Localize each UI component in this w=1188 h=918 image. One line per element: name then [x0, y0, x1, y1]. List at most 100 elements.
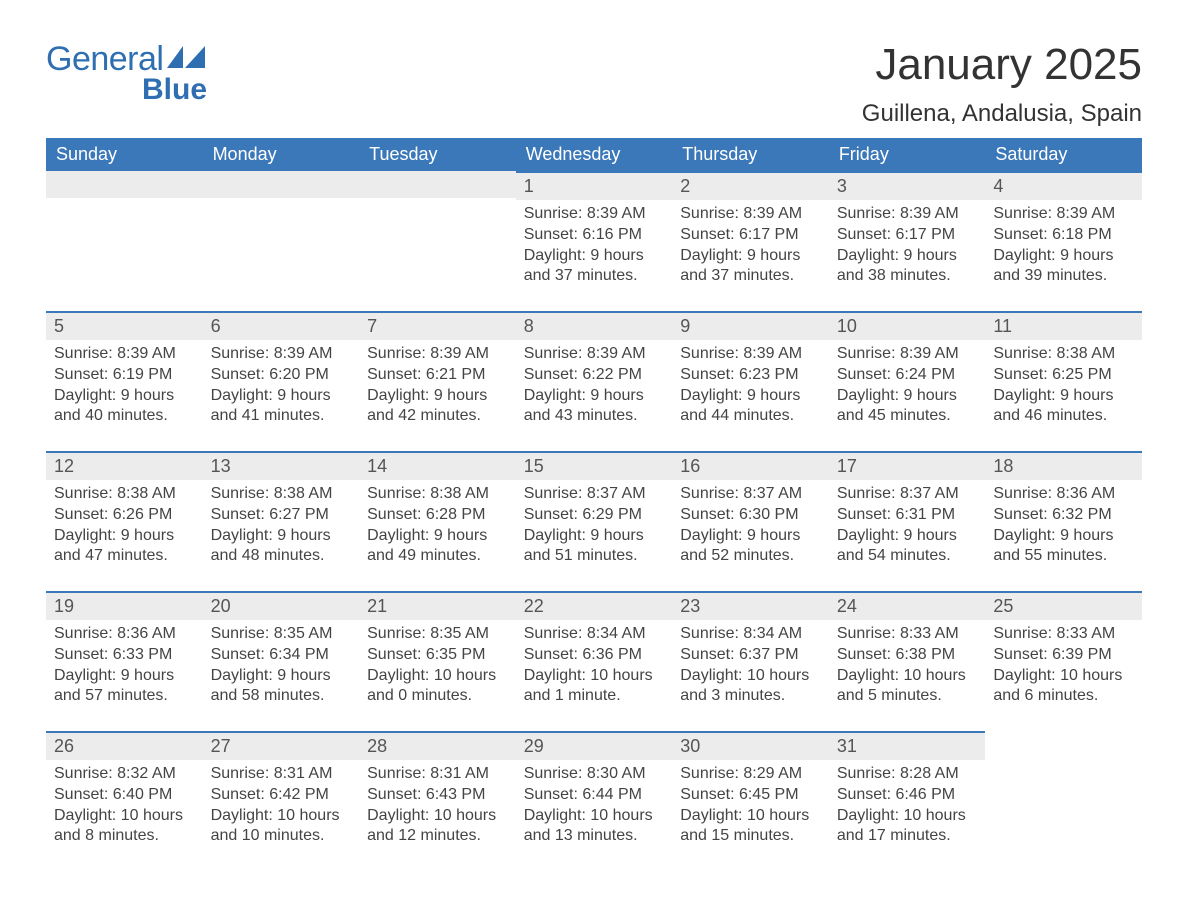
day-number: 29 — [516, 731, 673, 760]
day: 20Sunrise: 8:35 AMSunset: 6:34 PMDayligh… — [203, 591, 360, 731]
day-number: 3 — [829, 171, 986, 200]
daylight-line: Daylight: 9 hours and 44 minutes. — [680, 386, 821, 428]
calendar-cell: 11Sunrise: 8:38 AMSunset: 6:25 PMDayligh… — [985, 311, 1142, 451]
calendar-cell: 10Sunrise: 8:39 AMSunset: 6:24 PMDayligh… — [829, 311, 986, 451]
sunrise-line: Sunrise: 8:30 AM — [524, 764, 665, 785]
sunrise-line: Sunrise: 8:39 AM — [524, 344, 665, 365]
sunset-line: Sunset: 6:35 PM — [367, 645, 508, 666]
sunset-line: Sunset: 6:32 PM — [993, 505, 1134, 526]
calendar-table: SundayMondayTuesdayWednesdayThursdayFrid… — [46, 138, 1142, 871]
daylight-line: Daylight: 9 hours and 37 minutes. — [680, 246, 821, 288]
day-number: 22 — [516, 591, 673, 620]
calendar-cell: 8Sunrise: 8:39 AMSunset: 6:22 PMDaylight… — [516, 311, 673, 451]
daylight-line: Daylight: 10 hours and 1 minute. — [524, 666, 665, 708]
brand-word-2: Blue — [142, 73, 207, 107]
header: General Blue January 2025 Guillena, Anda… — [46, 40, 1142, 128]
day-number: 31 — [829, 731, 986, 760]
sunrise-line: Sunrise: 8:29 AM — [680, 764, 821, 785]
calendar-cell: 5Sunrise: 8:39 AMSunset: 6:19 PMDaylight… — [46, 311, 203, 451]
sunset-line: Sunset: 6:46 PM — [837, 785, 978, 806]
day-number: 9 — [672, 311, 829, 340]
sunrise-line: Sunrise: 8:37 AM — [837, 484, 978, 505]
day-details: Sunrise: 8:38 AMSunset: 6:26 PMDaylight:… — [46, 480, 203, 573]
day-details: Sunrise: 8:30 AMSunset: 6:44 PMDaylight:… — [516, 760, 673, 853]
weekday-header: Monday — [203, 138, 360, 171]
daylight-line: Daylight: 9 hours and 46 minutes. — [993, 386, 1134, 428]
daylight-line: Daylight: 9 hours and 52 minutes. — [680, 526, 821, 568]
day-details: Sunrise: 8:34 AMSunset: 6:36 PMDaylight:… — [516, 620, 673, 713]
daylight-line: Daylight: 9 hours and 57 minutes. — [54, 666, 195, 708]
sunset-line: Sunset: 6:43 PM — [367, 785, 508, 806]
sunset-line: Sunset: 6:26 PM — [54, 505, 195, 526]
calendar-row: 1Sunrise: 8:39 AMSunset: 6:16 PMDaylight… — [46, 171, 1142, 311]
sunrise-line: Sunrise: 8:38 AM — [367, 484, 508, 505]
calendar-cell — [46, 171, 203, 311]
calendar-cell: 17Sunrise: 8:37 AMSunset: 6:31 PMDayligh… — [829, 451, 986, 591]
day-number: 6 — [203, 311, 360, 340]
day: 2Sunrise: 8:39 AMSunset: 6:17 PMDaylight… — [672, 171, 829, 311]
daylight-line: Daylight: 10 hours and 10 minutes. — [211, 806, 352, 848]
sunset-line: Sunset: 6:44 PM — [524, 785, 665, 806]
daylight-line: Daylight: 10 hours and 3 minutes. — [680, 666, 821, 708]
sunrise-line: Sunrise: 8:31 AM — [211, 764, 352, 785]
calendar-cell: 21Sunrise: 8:35 AMSunset: 6:35 PMDayligh… — [359, 591, 516, 731]
calendar-cell: 22Sunrise: 8:34 AMSunset: 6:36 PMDayligh… — [516, 591, 673, 731]
sunrise-line: Sunrise: 8:38 AM — [993, 344, 1134, 365]
day: 23Sunrise: 8:34 AMSunset: 6:37 PMDayligh… — [672, 591, 829, 731]
day-number: 2 — [672, 171, 829, 200]
day-details: Sunrise: 8:39 AMSunset: 6:22 PMDaylight:… — [516, 340, 673, 433]
sunrise-line: Sunrise: 8:32 AM — [54, 764, 195, 785]
day-details: Sunrise: 8:38 AMSunset: 6:25 PMDaylight:… — [985, 340, 1142, 433]
sunset-line: Sunset: 6:17 PM — [680, 225, 821, 246]
daylight-line: Daylight: 10 hours and 13 minutes. — [524, 806, 665, 848]
day-details: Sunrise: 8:39 AMSunset: 6:23 PMDaylight:… — [672, 340, 829, 433]
day-number: 5 — [46, 311, 203, 340]
calendar-cell: 16Sunrise: 8:37 AMSunset: 6:30 PMDayligh… — [672, 451, 829, 591]
day: 8Sunrise: 8:39 AMSunset: 6:22 PMDaylight… — [516, 311, 673, 451]
weekday-header: Wednesday — [516, 138, 673, 171]
day: 25Sunrise: 8:33 AMSunset: 6:39 PMDayligh… — [985, 591, 1142, 731]
calendar-row: 19Sunrise: 8:36 AMSunset: 6:33 PMDayligh… — [46, 591, 1142, 731]
day: 12Sunrise: 8:38 AMSunset: 6:26 PMDayligh… — [46, 451, 203, 591]
day-details: Sunrise: 8:39 AMSunset: 6:16 PMDaylight:… — [516, 200, 673, 293]
daylight-line: Daylight: 10 hours and 17 minutes. — [837, 806, 978, 848]
month-year: January 2025 — [862, 40, 1142, 90]
day-details: Sunrise: 8:38 AMSunset: 6:28 PMDaylight:… — [359, 480, 516, 573]
calendar-cell: 20Sunrise: 8:35 AMSunset: 6:34 PMDayligh… — [203, 591, 360, 731]
day-number: 10 — [829, 311, 986, 340]
sunrise-line: Sunrise: 8:33 AM — [837, 624, 978, 645]
sunset-line: Sunset: 6:28 PM — [367, 505, 508, 526]
day-number: 14 — [359, 451, 516, 480]
calendar-cell: 3Sunrise: 8:39 AMSunset: 6:17 PMDaylight… — [829, 171, 986, 311]
calendar-row: 26Sunrise: 8:32 AMSunset: 6:40 PMDayligh… — [46, 731, 1142, 871]
calendar-cell: 12Sunrise: 8:38 AMSunset: 6:26 PMDayligh… — [46, 451, 203, 591]
sunset-line: Sunset: 6:21 PM — [367, 365, 508, 386]
day-details: Sunrise: 8:39 AMSunset: 6:19 PMDaylight:… — [46, 340, 203, 433]
day: 18Sunrise: 8:36 AMSunset: 6:32 PMDayligh… — [985, 451, 1142, 591]
daylight-line: Daylight: 10 hours and 15 minutes. — [680, 806, 821, 848]
sunrise-line: Sunrise: 8:39 AM — [524, 204, 665, 225]
sunset-line: Sunset: 6:30 PM — [680, 505, 821, 526]
sunrise-line: Sunrise: 8:37 AM — [524, 484, 665, 505]
day-number: 18 — [985, 451, 1142, 480]
sunrise-line: Sunrise: 8:37 AM — [680, 484, 821, 505]
empty-day-bar — [359, 171, 516, 198]
day-details: Sunrise: 8:35 AMSunset: 6:34 PMDaylight:… — [203, 620, 360, 713]
calendar-cell — [359, 171, 516, 311]
calendar-cell: 28Sunrise: 8:31 AMSunset: 6:43 PMDayligh… — [359, 731, 516, 871]
sunset-line: Sunset: 6:29 PM — [524, 505, 665, 526]
daylight-line: Daylight: 9 hours and 47 minutes. — [54, 526, 195, 568]
sunrise-line: Sunrise: 8:36 AM — [993, 484, 1134, 505]
sunset-line: Sunset: 6:20 PM — [211, 365, 352, 386]
sunset-line: Sunset: 6:36 PM — [524, 645, 665, 666]
day: 19Sunrise: 8:36 AMSunset: 6:33 PMDayligh… — [46, 591, 203, 731]
sunrise-line: Sunrise: 8:31 AM — [367, 764, 508, 785]
day-details: Sunrise: 8:39 AMSunset: 6:17 PMDaylight:… — [829, 200, 986, 293]
weekday-header: Sunday — [46, 138, 203, 171]
day-details: Sunrise: 8:39 AMSunset: 6:24 PMDaylight:… — [829, 340, 986, 433]
day: 1Sunrise: 8:39 AMSunset: 6:16 PMDaylight… — [516, 171, 673, 311]
day: 30Sunrise: 8:29 AMSunset: 6:45 PMDayligh… — [672, 731, 829, 871]
sunrise-line: Sunrise: 8:39 AM — [837, 344, 978, 365]
sunrise-line: Sunrise: 8:35 AM — [211, 624, 352, 645]
weekday-header: Tuesday — [359, 138, 516, 171]
